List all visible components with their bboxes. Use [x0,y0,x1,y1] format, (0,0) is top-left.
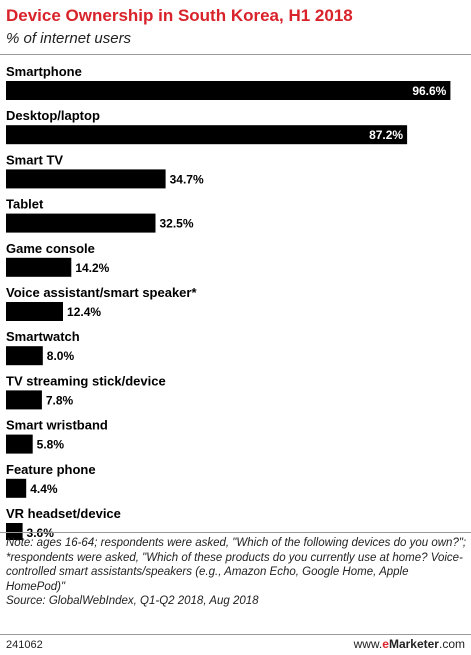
bar-tv-streaming-stick-device [6,390,42,410]
bar-game-console [6,257,72,277]
category-label-smart-tv: Smart TV [6,152,63,167]
category-label-smart-wristband: Smart wristband [6,418,108,433]
category-label-tv-streaming-stick-device: TV streaming stick/device [6,373,166,388]
category-label-voice-assistant-smart-speaker: Voice assistant/smart speaker* [6,285,197,300]
chart-footnote: Note: ages 16-64; respondents were asked… [6,536,468,609]
category-label-tablet: Tablet [6,197,44,212]
value-label-vr-headset-device: 3.6% [27,526,55,540]
bar-voice-assistant-smart-speaker [6,302,63,321]
value-label-tv-streaming-stick-device: 7.8% [46,393,74,407]
bar-smartwatch [6,346,43,366]
chart-title: Device Ownership in South Korea, H1 2018 [6,6,353,25]
value-label-smartwatch: 8.0% [47,349,75,363]
bar-feature-phone [6,478,27,498]
bar-smart-wristband [6,434,33,454]
emarketer-logo: www.eMarketer.com [353,637,465,651]
value-label-feature-phone: 4.4% [30,482,58,496]
value-label-smart-tv: 34.7% [170,172,204,186]
footer-divider [0,532,471,533]
source-text: Source: GlobalWebIndex, Q1-Q2 2018, Aug … [6,595,259,607]
category-label-smartphone: Smartphone [6,64,82,79]
category-label-feature-phone: Feature phone [6,462,96,477]
bar-vr-headset-device [6,523,23,540]
bar-chart: Smartphone 96.6% Desktop/laptop 87.2% Smart … [6,64,451,540]
value-label-smartphone: 96.6% [412,84,446,98]
category-label-desktop-laptop: Desktop/laptop [6,108,100,123]
category-label-vr-headset-device: VR headset/device [6,506,121,521]
bottom-divider [0,634,471,635]
top-divider [0,54,471,55]
chart-subtitle: % of internet users [6,30,132,47]
bar-desktop-laptop [6,125,408,145]
value-label-game-console: 14.2% [75,261,109,275]
bar-smart-tv [6,169,166,189]
value-label-desktop-laptop: 87.2% [369,128,403,142]
note-text: Note: ages 16-64; respondents were asked… [6,537,467,593]
bar-smartphone [6,81,451,100]
category-label-smartwatch: Smartwatch [6,329,80,344]
value-label-smart-wristband: 5.8% [37,438,65,452]
chart-id: 241062 [6,639,43,651]
category-label-game-console: Game console [6,241,95,256]
value-label-tablet: 32.5% [160,217,194,231]
bar-tablet [6,213,156,233]
value-label-voice-assistant-smart-speaker: 12.4% [67,305,101,319]
